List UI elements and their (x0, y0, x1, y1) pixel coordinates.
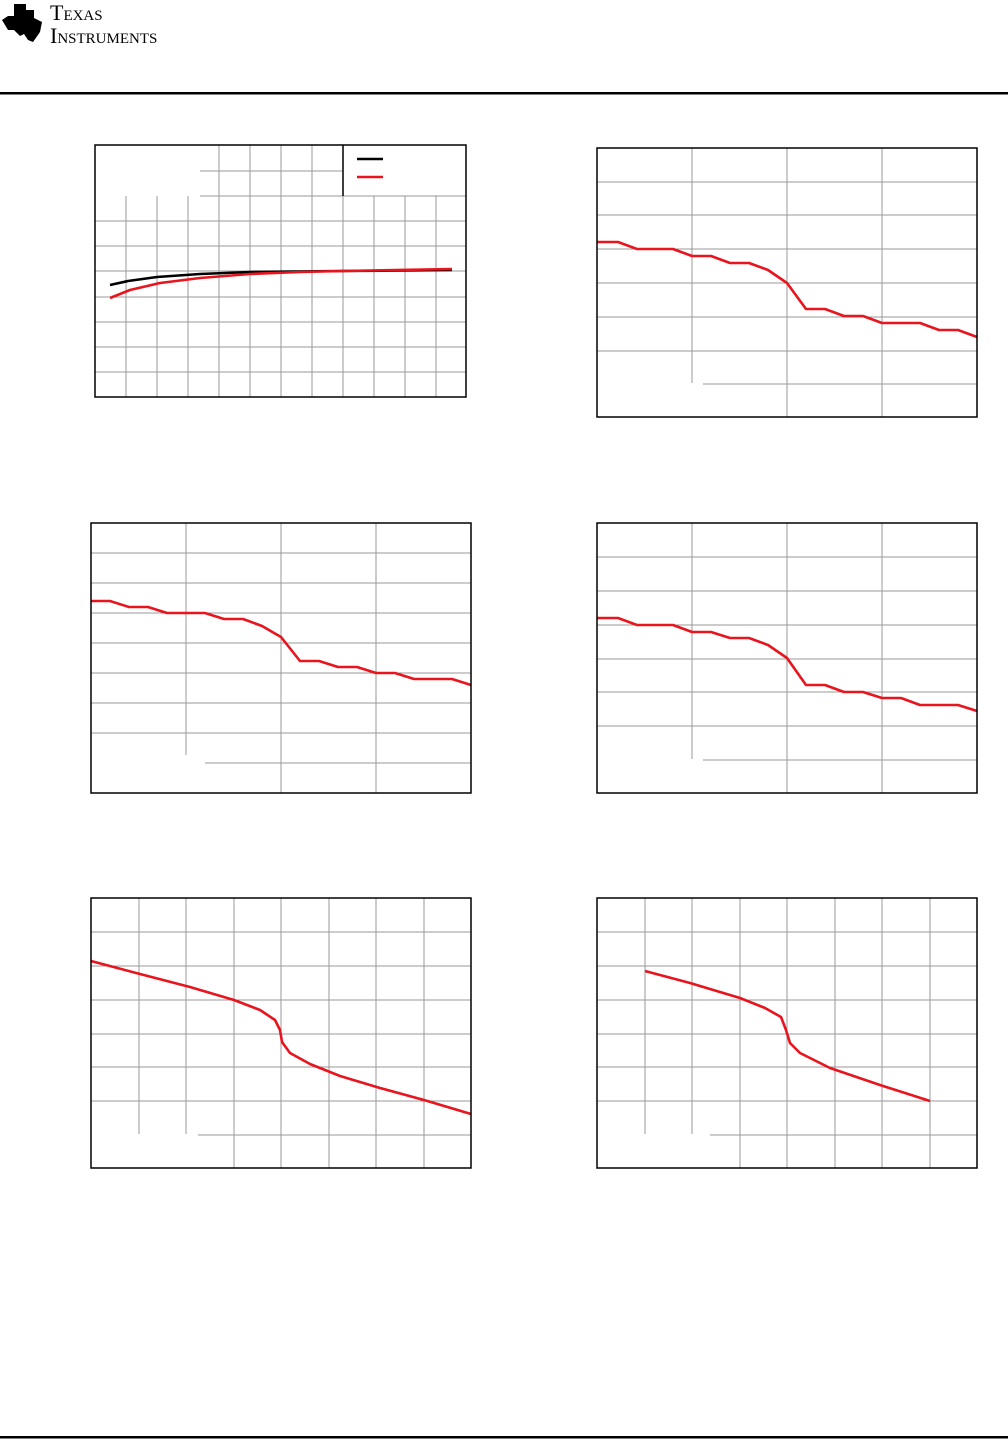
frame (90, 522, 472, 794)
chart-3 (90, 522, 472, 794)
brand-line-1: Texas (50, 0, 103, 25)
group (597, 148, 977, 417)
chart-5 (90, 897, 472, 1169)
frame (90, 897, 472, 1169)
curve (644, 969, 931, 1103)
chart-1 (94, 144, 467, 398)
logo: Texas Instruments (2, 0, 157, 48)
frame (94, 144, 467, 398)
chart-2 (596, 147, 978, 418)
curve (597, 616, 978, 713)
curve (90, 959, 472, 1116)
curve (109, 267, 453, 300)
group (91, 898, 471, 1168)
group (597, 523, 977, 793)
header-rule (0, 92, 1008, 95)
brand-line-2: Instruments (50, 23, 157, 48)
frame (596, 897, 978, 1169)
frame (596, 522, 978, 794)
chart-6 (596, 897, 978, 1169)
frame (596, 147, 978, 418)
curve (91, 599, 472, 687)
group (91, 523, 471, 793)
group (95, 145, 466, 397)
chart-4 (596, 522, 978, 794)
curve (597, 240, 978, 339)
logo-mark (2, 4, 42, 42)
footer-rule (0, 1436, 1008, 1439)
